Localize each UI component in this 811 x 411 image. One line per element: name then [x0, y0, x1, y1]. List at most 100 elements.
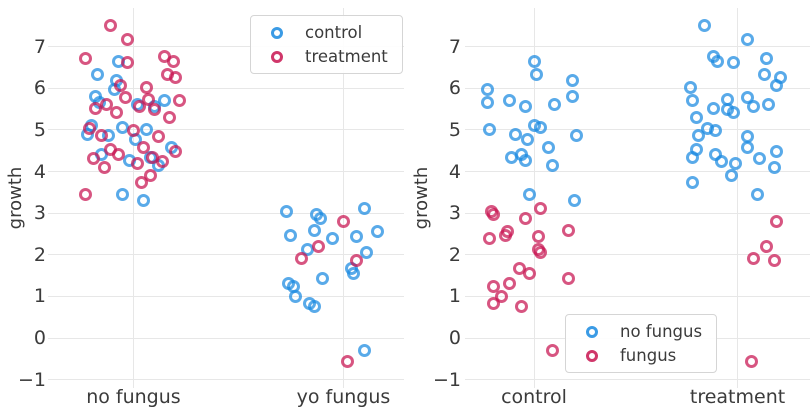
data-point-treatment	[137, 140, 151, 154]
data-point-treatment	[78, 52, 92, 66]
y-gridline	[48, 295, 404, 297]
data-point-no-fungus	[726, 105, 740, 119]
data-point-fungus	[482, 231, 496, 245]
data-point-treatment	[95, 128, 109, 142]
legend-item: fungus	[586, 346, 702, 365]
data-point-control	[357, 201, 371, 215]
y-gridline	[48, 379, 404, 381]
data-point-control	[158, 94, 172, 108]
data-point-treatment	[294, 252, 308, 266]
data-point-fungus	[486, 207, 500, 221]
data-point-treatment	[110, 105, 124, 119]
data-point-fungus	[499, 228, 512, 242]
data-point-fungus	[486, 297, 500, 310]
data-point-no-fungus	[568, 194, 582, 208]
data-point-fungus	[531, 230, 545, 244]
data-point-fungus	[503, 277, 517, 291]
data-point-control	[307, 299, 321, 313]
data-point-control	[91, 68, 105, 82]
data-point-no-fungus	[747, 100, 761, 114]
data-point-treatment	[311, 239, 325, 253]
data-point-no-fungus	[690, 110, 704, 124]
data-point-fungus	[494, 289, 508, 303]
y-tick-label: −1	[432, 368, 461, 391]
data-point-treatment	[173, 94, 187, 108]
y-gridline	[465, 295, 810, 297]
data-point-treatment	[336, 215, 350, 229]
y-gridline	[465, 87, 810, 89]
data-point-no-fungus	[710, 54, 724, 68]
data-point-no-fungus	[726, 56, 740, 70]
data-point-control	[116, 188, 130, 202]
y-gridline	[465, 46, 810, 48]
data-point-fungus	[533, 201, 547, 215]
data-point-no-fungus	[698, 18, 712, 32]
data-point-no-fungus	[684, 80, 698, 94]
y-gridline	[48, 254, 404, 256]
data-point-fungus	[745, 355, 759, 369]
y-tick-label: −1	[17, 368, 46, 391]
legend-label: fungus	[620, 346, 677, 365]
data-point-control	[326, 231, 340, 245]
data-point-fungus	[767, 254, 781, 268]
data-point-fungus	[519, 211, 533, 225]
y-gridline	[465, 379, 810, 381]
data-point-treatment	[168, 145, 182, 159]
data-point-no-fungus	[708, 123, 722, 137]
data-point-control	[280, 205, 294, 219]
data-point-fungus	[545, 344, 559, 358]
y-tick-label: 0	[448, 327, 461, 350]
y-tick-label: 0	[33, 327, 46, 350]
x-category-label: control	[501, 386, 567, 408]
data-point-treatment	[97, 160, 111, 174]
data-point-no-fungus	[706, 101, 720, 115]
y-gridline	[48, 87, 404, 89]
data-point-control	[357, 344, 371, 358]
legend-item: no fungus	[586, 322, 702, 341]
data-point-control	[288, 289, 302, 303]
pink-ring-marker-icon	[271, 50, 283, 63]
data-point-no-fungus	[714, 155, 728, 169]
data-point-no-fungus	[523, 188, 537, 202]
data-point-control	[137, 194, 151, 208]
data-point-fungus	[747, 252, 761, 266]
data-point-fungus	[759, 239, 773, 253]
data-point-treatment	[87, 151, 101, 165]
data-point-treatment	[341, 355, 355, 369]
data-point-control	[360, 245, 374, 259]
data-point-no-fungus	[741, 33, 755, 47]
legend-label: treatment	[305, 47, 388, 66]
data-point-no-fungus	[759, 52, 773, 66]
data-point-no-fungus	[521, 133, 535, 147]
data-point-no-fungus	[509, 128, 523, 142]
y-tick-label: 1	[448, 285, 461, 308]
data-point-no-fungus	[519, 100, 533, 114]
data-point-treatment	[143, 169, 157, 183]
legend-label: no fungus	[620, 322, 703, 341]
y-gridline	[48, 46, 404, 48]
data-point-treatment	[168, 71, 182, 85]
data-point-treatment	[126, 123, 140, 137]
data-point-treatment	[147, 103, 161, 117]
data-point-fungus	[533, 245, 547, 259]
data-point-treatment	[118, 90, 132, 104]
data-point-treatment	[139, 80, 153, 94]
data-point-fungus	[486, 279, 500, 293]
data-point-treatment	[131, 156, 145, 170]
data-point-no-fungus	[761, 98, 775, 112]
y-gridline	[48, 171, 404, 173]
y-tick-label: 4	[33, 160, 46, 183]
y-gridline	[465, 171, 810, 173]
data-point-control	[313, 211, 327, 225]
y-gridline	[48, 129, 404, 131]
data-point-control	[349, 230, 363, 244]
x-category-label: no fungus	[86, 386, 181, 408]
data-point-no-fungus	[541, 140, 555, 154]
legend-item: treatment	[271, 47, 388, 66]
y-tick-label: 1	[33, 285, 46, 308]
y-tick-label: 2	[33, 243, 46, 266]
data-point-no-fungus	[529, 68, 543, 82]
data-point-no-fungus	[686, 176, 700, 190]
legend-label: control	[305, 23, 363, 42]
